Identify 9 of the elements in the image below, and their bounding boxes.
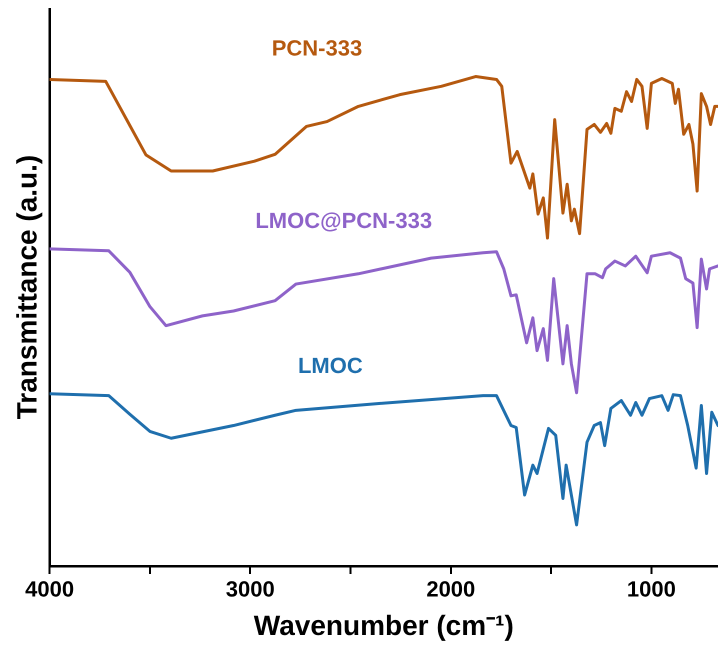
x-tick-label: 1000 — [626, 576, 676, 602]
series-label: PCN-333 — [272, 36, 362, 61]
series-label: LMOC@PCN-333 — [255, 208, 432, 233]
y-axis-title: Transmittance (a.u.) — [12, 154, 43, 420]
x-tick-label: 4000 — [25, 576, 74, 602]
x-axis-title: Wavenumber (cm⁻¹) — [254, 610, 514, 641]
x-tick-label: 3000 — [226, 576, 275, 602]
x-tick-label: 2000 — [426, 576, 476, 602]
series-label: LMOC — [298, 352, 363, 378]
